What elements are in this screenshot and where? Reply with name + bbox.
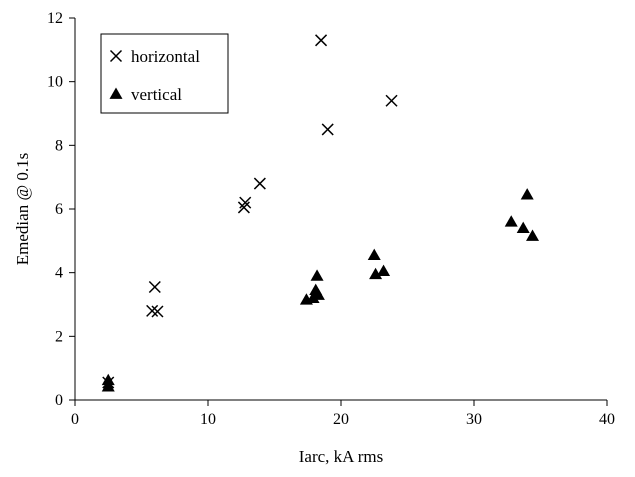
triangle-marker xyxy=(109,87,123,99)
x-marker-stroke xyxy=(237,201,250,214)
x-marker-stroke xyxy=(315,34,328,47)
y-tick-label: 6 xyxy=(55,201,63,218)
plot-area: 0 10 20 30 40 0 2 4 6 8 10 12 xyxy=(47,10,615,428)
y-tick-label: 12 xyxy=(47,10,63,27)
triangle-marker xyxy=(526,229,540,241)
x-tick-label: 40 xyxy=(599,411,615,428)
x-marker xyxy=(109,49,123,63)
x-marker-stroke xyxy=(239,196,252,209)
x-marker-stroke xyxy=(151,305,164,318)
y-tick-label: 4 xyxy=(55,265,63,282)
y-tick-label: 8 xyxy=(55,137,63,154)
x-tick-label: 30 xyxy=(466,411,482,428)
x-marker-stroke xyxy=(148,280,161,294)
triangle-marker xyxy=(306,291,320,304)
x-axis-ticks: 0 10 20 30 40 xyxy=(71,400,615,428)
legend-label-vertical: vertical xyxy=(131,85,182,104)
triangle-marker xyxy=(101,373,115,386)
data-markers xyxy=(101,34,540,392)
x-marker xyxy=(321,123,334,136)
y-tick-label: 10 xyxy=(47,74,63,91)
triangle-marker xyxy=(310,269,324,281)
triangle-marker xyxy=(520,188,534,200)
x-marker-stroke xyxy=(253,177,266,190)
x-tick-label: 0 xyxy=(71,411,79,428)
y-tick-label: 0 xyxy=(55,392,63,409)
x-marker xyxy=(239,196,252,209)
triangle-marker xyxy=(504,215,518,227)
triangle-marker xyxy=(377,264,391,276)
legend-x-marker xyxy=(109,49,123,63)
x-marker xyxy=(237,201,250,214)
x-marker xyxy=(315,34,328,47)
x-marker xyxy=(253,177,266,190)
legend-box xyxy=(100,33,229,114)
x-marker-stroke xyxy=(321,123,334,136)
y-tick-label: 2 xyxy=(55,328,63,345)
triangle-marker xyxy=(369,267,383,280)
x-axis-title: Iarc, kA rms xyxy=(299,447,384,466)
x-marker-stroke xyxy=(146,304,159,317)
x-marker xyxy=(146,304,159,317)
legend-label-horizontal: horizontal xyxy=(131,47,200,66)
x-tick-label: 10 xyxy=(200,411,216,428)
x-marker-stroke xyxy=(109,49,123,63)
x-marker xyxy=(151,305,164,318)
y-axis-ticks: 0 2 4 6 8 10 12 xyxy=(47,10,75,409)
x-marker xyxy=(148,280,161,294)
triangle-marker xyxy=(367,248,381,261)
legend-triangle-marker xyxy=(109,87,123,99)
triangle-marker xyxy=(101,380,115,392)
y-axis-title: Emedian @ 0.1s xyxy=(13,153,32,265)
x-marker-stroke xyxy=(385,94,398,107)
x-tick-label: 20 xyxy=(333,411,349,428)
x-marker xyxy=(385,94,398,107)
triangle-marker xyxy=(311,288,325,300)
legend: horizontal vertical xyxy=(100,33,229,114)
triangle-marker xyxy=(516,221,530,233)
